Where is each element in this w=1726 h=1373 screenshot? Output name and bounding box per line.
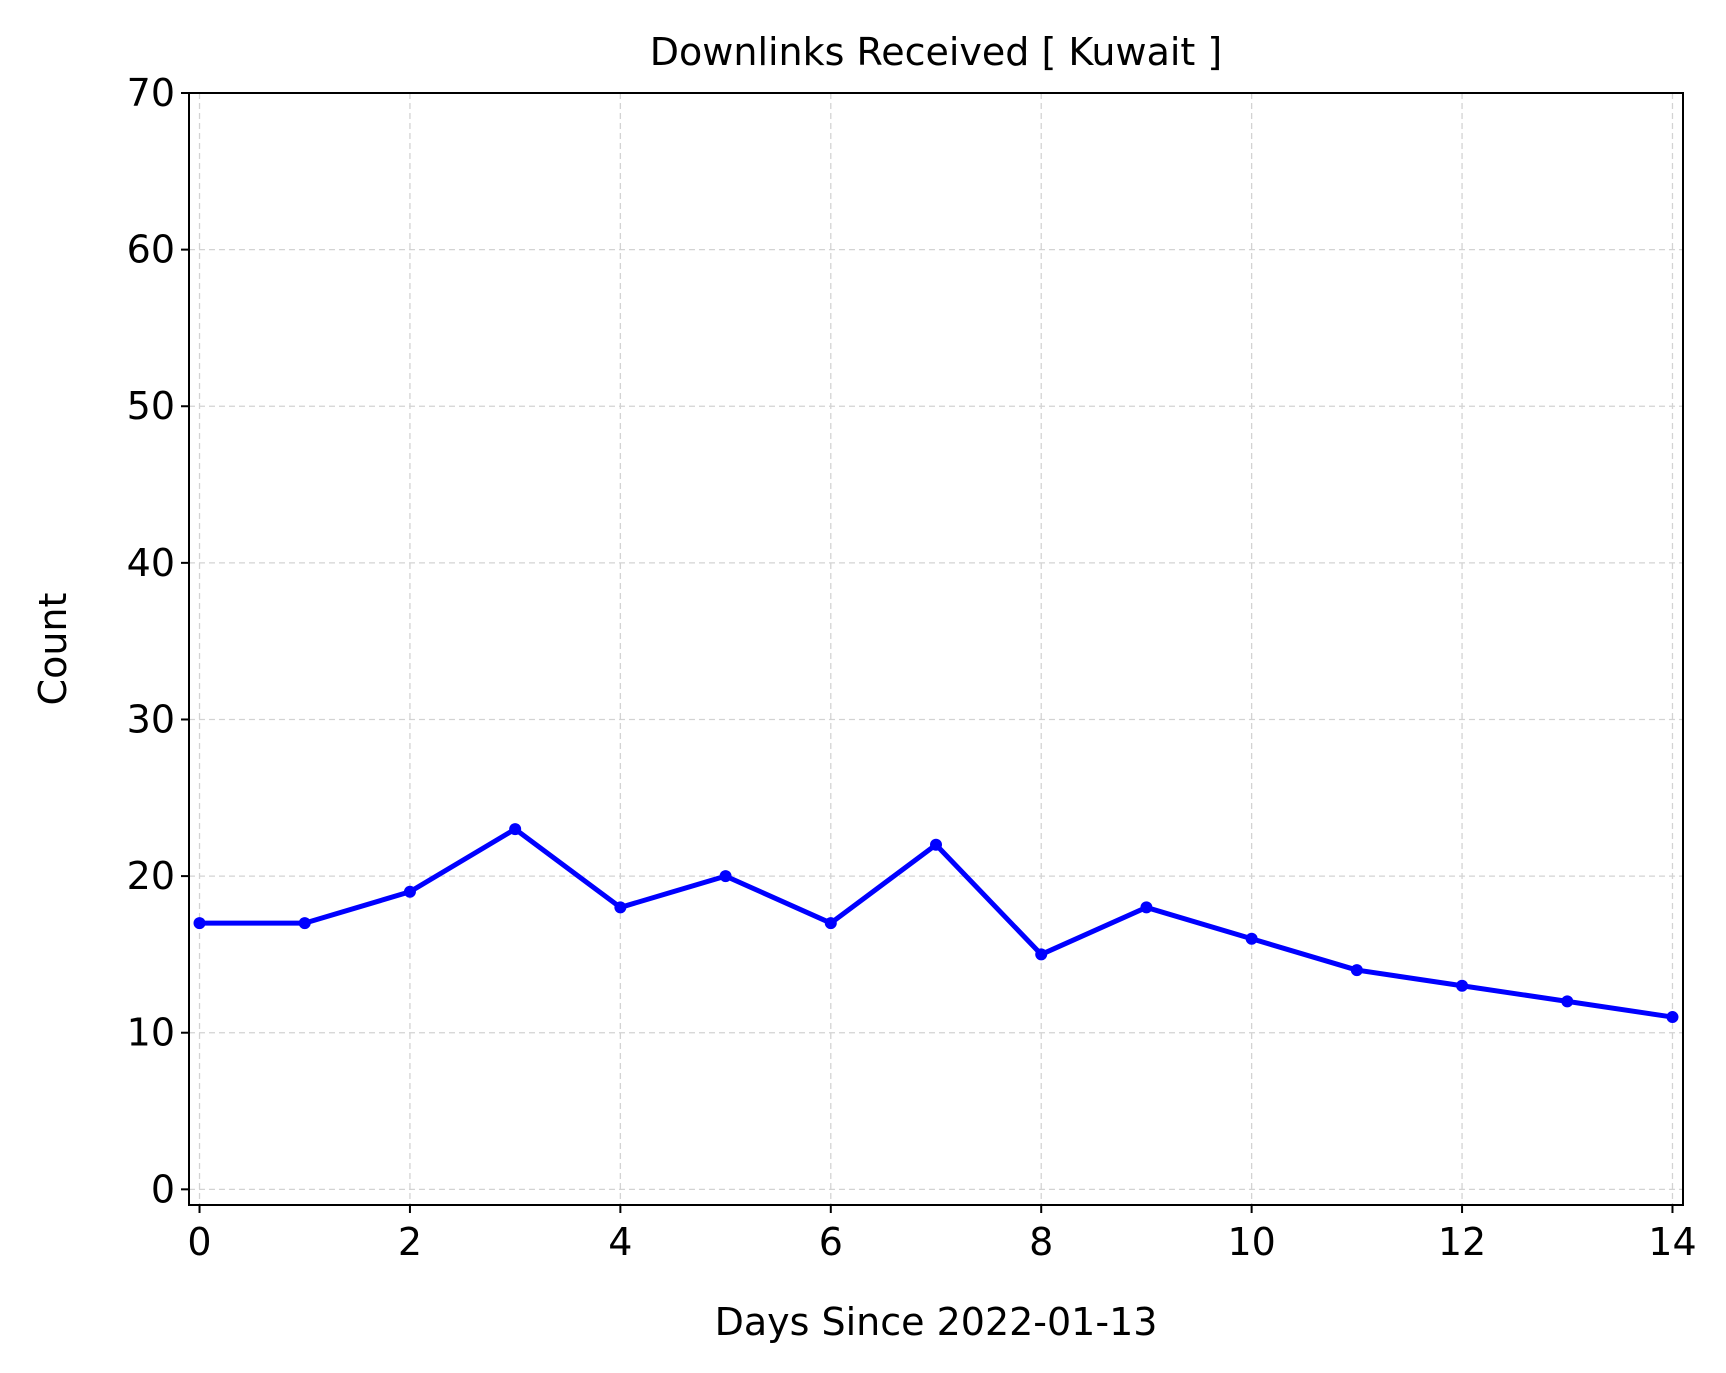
y-tick-label: 20	[127, 854, 175, 898]
data-point	[298, 917, 311, 930]
x-tick-label: 14	[1648, 1220, 1696, 1264]
data-point	[1456, 979, 1469, 992]
y-tick-label: 0	[151, 1167, 175, 1211]
x-tick-label: 8	[1029, 1220, 1053, 1264]
data-point	[614, 901, 627, 914]
y-tick-label: 70	[127, 71, 175, 115]
data-point	[1245, 932, 1258, 945]
y-axis: 0 10 20 30 40 50 60 70	[127, 71, 189, 1211]
y-tick-label: 50	[127, 384, 175, 428]
x-axis: 0 2 4 6 8 10 12 14	[187, 1205, 1697, 1264]
x-tick-label: 12	[1438, 1220, 1486, 1264]
series-group	[193, 823, 1679, 1024]
y-tick-label: 30	[127, 697, 175, 741]
chart-title: Downlinks Received [ Kuwait ]	[650, 30, 1222, 74]
x-tick-label: 6	[819, 1220, 843, 1264]
series-line	[199, 826, 1673, 1020]
data-point	[1561, 995, 1574, 1008]
x-tick-label: 4	[608, 1220, 632, 1264]
data-point	[824, 917, 837, 930]
y-tick-label: 10	[127, 1011, 175, 1055]
data-point	[1035, 948, 1048, 961]
data-point	[1140, 901, 1153, 914]
y-tick-label: 60	[127, 228, 175, 272]
data-point	[509, 823, 522, 836]
grid	[189, 92, 1683, 1205]
x-tick-label: 2	[398, 1220, 422, 1264]
data-point	[403, 885, 416, 898]
x-tick-label: 0	[187, 1220, 211, 1264]
y-axis-label: Count	[31, 593, 75, 706]
data-point	[1666, 1011, 1679, 1024]
plot-frame	[188, 92, 1684, 1206]
x-axis-label: Days Since 2022-01-13	[715, 1300, 1158, 1344]
data-point	[719, 870, 732, 883]
y-tick-label: 40	[127, 541, 175, 585]
x-tick-label: 10	[1227, 1220, 1275, 1264]
data-point	[930, 838, 942, 851]
data-point	[1350, 964, 1363, 977]
data-point	[193, 917, 206, 930]
